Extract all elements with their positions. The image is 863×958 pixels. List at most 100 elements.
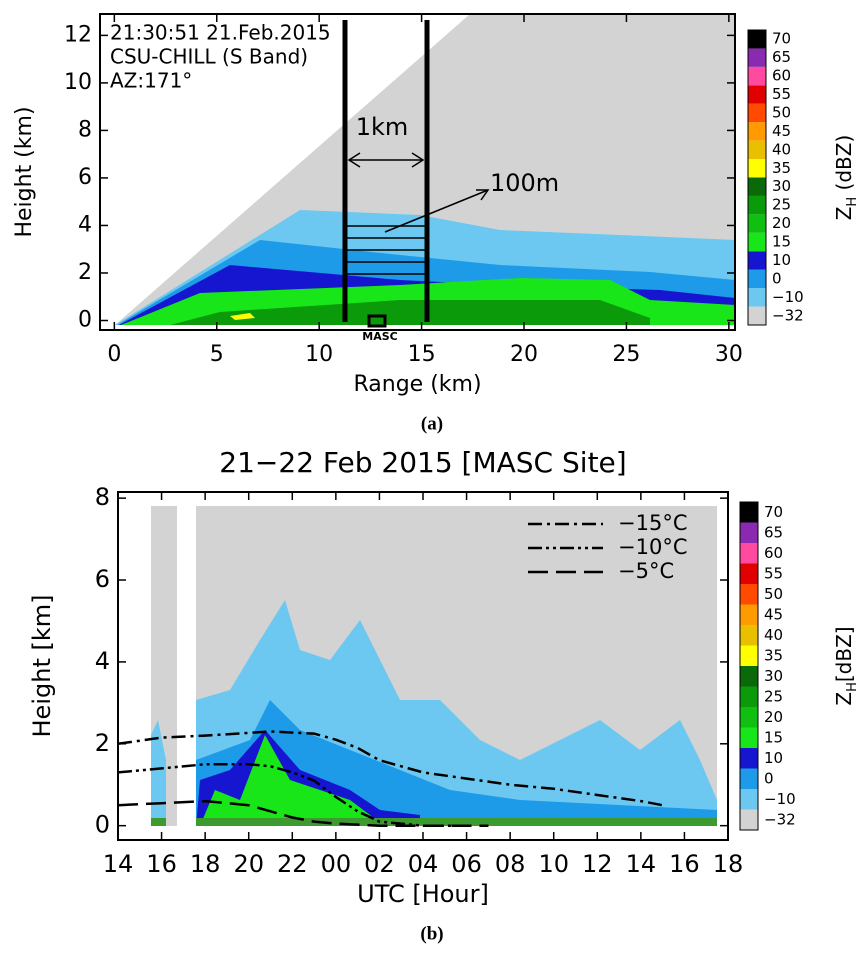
x-tick-label: 06: [451, 850, 482, 878]
colorbar-label: 35: [772, 159, 791, 177]
colorbar-swatch: [740, 686, 758, 707]
colorbar-swatch: [740, 748, 758, 769]
colorbar-label: 70: [764, 503, 783, 521]
x-axis-label: UTC [Hour]: [357, 880, 489, 908]
arrow-head: [347, 152, 361, 168]
colorbar-swatch: [740, 625, 758, 646]
colorbar-label: −32: [764, 810, 796, 828]
colorbar-label: 35: [764, 646, 783, 664]
colorbar-label: 60: [764, 544, 783, 562]
x-tick-label: 12: [582, 850, 613, 878]
colorbar-label: 10: [764, 749, 783, 767]
colorbar-label: 70: [772, 30, 791, 48]
echo-region: [196, 818, 717, 826]
colorbar-swatch: [748, 48, 766, 67]
isotherm-line: [117, 763, 467, 827]
colorbar-label: 20: [772, 214, 791, 232]
y-tick-label: 6: [78, 165, 92, 190]
colorbar-swatch: [740, 522, 758, 543]
caption: (b): [420, 923, 443, 944]
y-tick-label: 10: [64, 70, 92, 95]
y-tick-label: 6: [95, 565, 110, 593]
colorbar-swatch: [740, 727, 758, 748]
colorbar-label: 45: [772, 122, 791, 140]
colorbar-label: 50: [772, 103, 791, 121]
colorbar-label: 60: [772, 67, 791, 85]
y-tick-label: 2: [78, 260, 92, 285]
annotation: 1km: [356, 113, 409, 141]
legend-label: −10°C: [618, 535, 687, 559]
echo-region: [151, 720, 166, 826]
x-tick-label: 30: [715, 342, 743, 367]
colorbar-title-part: [dBZ]: [832, 626, 856, 682]
x-tick-label: 16: [146, 850, 177, 878]
colorbar-title: ZH[dBZ]: [832, 626, 861, 705]
colorbar-swatch: [748, 232, 766, 252]
plot-frame: [99, 13, 736, 331]
y-tick-label: 12: [64, 22, 92, 47]
annotation: 100m: [490, 169, 559, 197]
annotation: MASC: [362, 330, 397, 343]
colorbar-label: −10: [764, 790, 796, 808]
colorbar-swatch: [740, 666, 758, 687]
colorbar-title-part: Z: [832, 692, 856, 706]
colorbar-swatch: [740, 809, 758, 830]
colorbar-swatch: [740, 543, 758, 564]
x-tick-label: 0: [107, 342, 121, 367]
colorbar-label: 50: [764, 585, 783, 603]
info-text: CSU-CHILL (S Band): [110, 45, 308, 69]
colorbar-label: 10: [772, 251, 791, 269]
colorbar-swatch: [748, 306, 766, 325]
colorbar-swatch: [740, 563, 758, 584]
colorbar-label: 0: [772, 269, 782, 287]
x-tick-label: 20: [510, 342, 538, 367]
x-tick-label: 14: [626, 850, 657, 878]
isotherm-line: [117, 730, 663, 807]
y-axis-label: Height (km): [12, 106, 37, 237]
x-tick-label: 25: [612, 342, 640, 367]
colorbar-label: −32: [772, 306, 804, 324]
colorbar-swatch: [748, 140, 766, 160]
colorbar-swatch: [740, 645, 758, 666]
arrow-head: [476, 189, 490, 201]
x-tick-label: 10: [538, 850, 569, 878]
colorbar-frame: [747, 29, 767, 326]
colorbar-title-part: H: [845, 682, 860, 692]
y-tick-label: 4: [78, 212, 92, 237]
info-text: AZ:171°: [110, 69, 192, 93]
y-tick-label: 2: [95, 729, 110, 757]
colorbar-swatch: [748, 251, 766, 270]
x-tick-label: 15: [408, 342, 436, 367]
x-tick-label: 16: [669, 850, 700, 878]
colorbar-label: 0: [764, 769, 774, 787]
colorbar-swatch: [748, 269, 766, 289]
caption: (a): [421, 413, 443, 434]
echo-region: [230, 313, 255, 320]
colorbar-swatch: [748, 103, 766, 123]
colorbar-swatch: [740, 789, 758, 810]
echo-region: [170, 300, 650, 325]
colorbar-title: ZH (dBZ): [832, 135, 861, 221]
x-tick-label: 14: [103, 850, 134, 878]
colorbar-title-part: (dBZ): [832, 135, 856, 197]
echo-field-b: [151, 506, 717, 826]
x-tick-label: 18: [190, 850, 221, 878]
colorbar-swatch: [740, 768, 758, 789]
colorbar-swatch: [748, 66, 766, 86]
colorbar-swatch: [740, 707, 758, 728]
x-tick-label: 08: [495, 850, 526, 878]
colorbar-label: 40: [772, 140, 791, 158]
x-tick-label: 02: [364, 850, 395, 878]
legend-label: −5°C: [618, 559, 674, 583]
colorbar-label: 15: [764, 728, 783, 746]
echo-region: [200, 735, 380, 826]
masc-site: [367, 314, 387, 328]
y-tick-label: 8: [95, 483, 110, 511]
x-tick-label: 10: [305, 342, 333, 367]
colorbar-swatch: [748, 30, 766, 49]
colorbar-label: 40: [764, 626, 783, 644]
colorbar-label: 65: [764, 523, 783, 541]
y-tick-label: 4: [95, 647, 110, 675]
colorbar-label: 20: [764, 708, 783, 726]
